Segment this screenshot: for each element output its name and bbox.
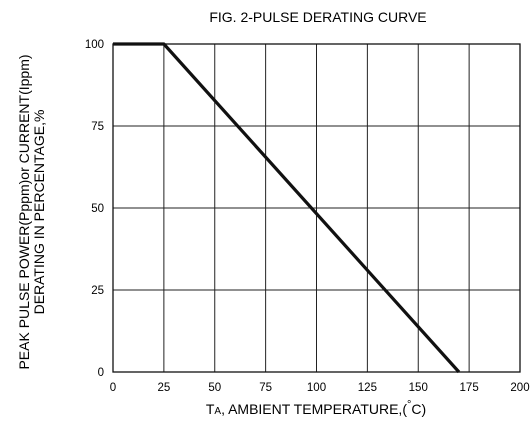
x-axis-label: TA, AMBIENT TEMPERATURE,(°C) [206, 399, 426, 417]
x-axis-label-unit: C) [411, 401, 426, 417]
x-tick-label: 200 [510, 382, 529, 394]
x-tick-label: 75 [259, 382, 272, 394]
y-tick-label: 75 [91, 121, 104, 133]
x-axis-label-rest: , AMBIENT TEMPERATURE,( [221, 401, 407, 417]
x-tick-label: 50 [208, 382, 221, 394]
x-tick-labels: 0 25 50 75 100 125 150 175 200 [110, 382, 530, 394]
derating-curve [113, 42, 461, 374]
series-layer [113, 42, 461, 374]
y-axis-label-line-2: DERATING IN PERCENTAGE,% [31, 110, 47, 315]
grid [113, 44, 520, 372]
x-axis-label-main: T [206, 401, 215, 417]
x-axis-label-sub: A [214, 406, 221, 417]
x-axis-label-degree: ° [407, 399, 411, 411]
plot-frame [112, 43, 521, 373]
y-tick-labels: 0 25 50 75 100 [85, 39, 104, 379]
x-tick-label: 150 [409, 382, 428, 394]
y-axis-label-line-1: PEAK PULSE POWER(Pppm)or CURRENT(Ippm) [16, 54, 32, 369]
x-tick-label: 125 [358, 382, 377, 394]
y-axis-label: PEAK PULSE POWER(Pppm)or CURRENT(Ippm) D… [16, 54, 47, 369]
x-tick-label: 100 [307, 382, 326, 394]
x-tick-label: 175 [460, 382, 479, 394]
y-tick-label: 25 [91, 285, 104, 297]
y-tick-label: 100 [85, 39, 104, 51]
x-tick-label: 25 [157, 382, 170, 394]
y-tick-label: 0 [98, 367, 104, 379]
chart-title: FIG. 2-PULSE DERATING CURVE [209, 9, 426, 25]
y-tick-label: 50 [91, 203, 104, 215]
x-tick-label: 0 [110, 382, 116, 394]
